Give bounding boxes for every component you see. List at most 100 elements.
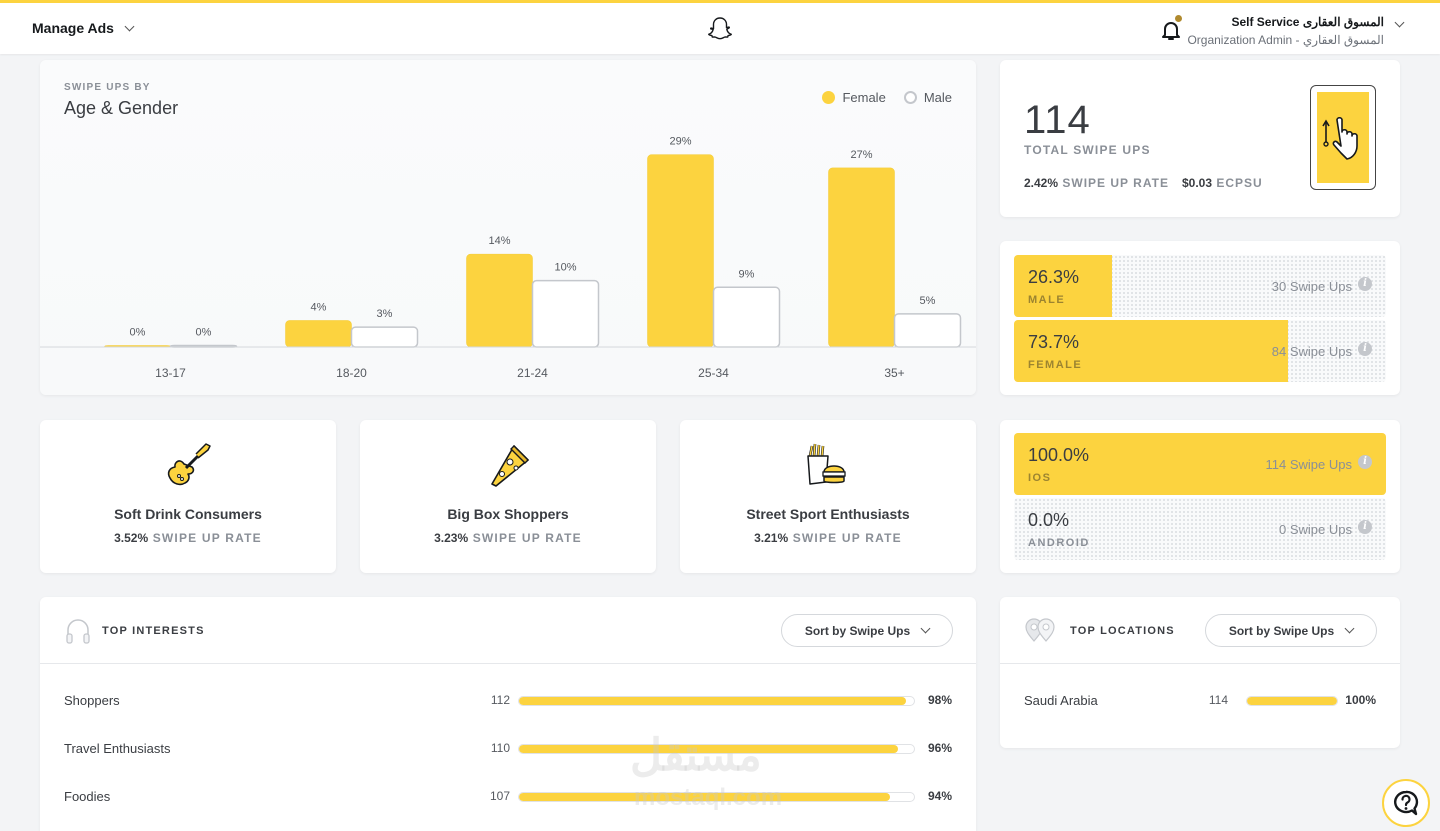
sort-by-swipe-ups-dropdown[interactable]: Sort by Swipe Ups: [1205, 614, 1377, 647]
bar-female-35+[interactable]: [828, 167, 895, 348]
x-tick-label: 13-17: [155, 366, 186, 380]
os-android-label: ANDROID: [1028, 537, 1090, 549]
os-split-card: 100.0% IOS 114 Swipe Ups i 0.0% ANDROID …: [1000, 420, 1400, 573]
row-progress-bar: [518, 696, 915, 706]
sort-by-swipe-ups-dropdown[interactable]: Sort by Swipe Ups: [781, 614, 953, 647]
gender-male-pct: 26.3%: [1028, 267, 1080, 287]
chevron-down-icon: [1344, 623, 1355, 634]
row-progress-fill: [519, 793, 891, 801]
gender-split-card: 26.3% MALE 30 Swipe Ups i 73.7% FEMALE 8…: [1000, 241, 1400, 395]
manage-ads-menu[interactable]: Manage Ads: [32, 20, 135, 36]
headphones-icon: [66, 619, 90, 644]
account-switcher[interactable]: Self Service المسوق العقارى Organization…: [1187, 14, 1384, 48]
os-row-ios[interactable]: 100.0% IOS 114 Swipe Ups i: [1014, 433, 1386, 495]
row-percent: 98%: [927, 693, 952, 707]
interest-rate-value: 3.52%: [114, 531, 149, 545]
os-android-count: 0 Swipe Ups: [1279, 522, 1352, 537]
row-percent: 94%: [927, 789, 952, 803]
data-label: 10%: [554, 262, 576, 274]
chart-title: Age & Gender: [64, 98, 179, 118]
gender-row-female[interactable]: 73.7% FEMALE 84 Swipe Ups i: [1014, 320, 1386, 382]
info-icon[interactable]: i: [1358, 455, 1372, 469]
interest-rate-value: 3.23%: [434, 531, 469, 545]
gender-female-count: 84 Swipe Ups: [1271, 344, 1352, 359]
interest-rate: 3.23% SWIPE UP RATE: [360, 531, 656, 545]
info-icon[interactable]: i: [1358, 277, 1372, 291]
row-count: 112: [490, 693, 510, 707]
chevron-down-icon: [124, 21, 135, 31]
total-swipe-ups-value: 114: [1024, 98, 1091, 142]
data-label: 14%: [488, 235, 510, 247]
row-name: Saudi Arabia: [1024, 693, 1098, 708]
row-progress-bar: [1246, 696, 1338, 706]
help-question-icon: [1394, 790, 1419, 816]
bar-female-25-34[interactable]: [647, 154, 714, 348]
interest-rate-label: SWIPE UP RATE: [472, 531, 582, 545]
gender-female-pct: 73.7%: [1028, 332, 1080, 352]
manage-ads-label: Manage Ads: [32, 20, 114, 36]
chevron-down-icon: [920, 623, 931, 634]
age-gender-bar-chart: 0% 0% 13-17 4% 3% 18-20 14% 10% 21-24 29% 9% 25-34 2…: [40, 136, 976, 380]
top-locations-header: TOP LOCATIONS Sort by Swipe Ups: [1000, 597, 1400, 664]
chart-legend: Female Male: [822, 90, 952, 105]
bar-male-18-20[interactable]: [350, 326, 419, 348]
guitar-icon: [167, 443, 211, 486]
interest-card[interactable]: Big Box Shoppers 3.23% SWIPE UP RATE: [360, 420, 656, 573]
list-item[interactable]: Saudi Arabia 114 100%: [1024, 691, 1376, 711]
os-android-pct: 0.0%: [1028, 510, 1070, 530]
bar-female-21-24[interactable]: [466, 253, 533, 348]
interest-rate-label: SWIPE UP RATE: [152, 531, 262, 545]
sort-label: Sort by Swipe Ups: [1228, 623, 1335, 638]
interest-name: Soft Drink Consumers: [114, 506, 262, 522]
row-progress-fill: [519, 697, 907, 705]
info-icon[interactable]: i: [1358, 342, 1372, 356]
x-tick-label: 21-24: [517, 366, 548, 380]
help-button[interactable]: [1382, 779, 1430, 827]
top-locations-card: TOP LOCATIONS Sort by Swipe Ups Saudi Ar…: [1000, 597, 1400, 748]
interest-card[interactable]: Street Sport Enthusiasts 3.21% SWIPE UP …: [680, 420, 976, 573]
os-ios-fill: [1014, 433, 1386, 495]
row-count: 114: [1208, 693, 1228, 707]
interest-rate-label: SWIPE UP RATE: [792, 531, 902, 545]
pizza-icon: [491, 445, 529, 487]
bar-male-35+[interactable]: [893, 313, 962, 348]
row-progress-fill: [1247, 697, 1337, 705]
row-name: Travel Enthusiasts: [64, 741, 171, 756]
phone-swipe-illustration: [1310, 85, 1376, 190]
top-interests-title: TOP INTERESTS: [102, 625, 205, 637]
gender-row-male[interactable]: 26.3% MALE 30 Swipe Ups i: [1014, 255, 1386, 317]
legend-female-swatch: [822, 91, 836, 104]
total-swipe-ups-label: TOTAL SWIPE UPS: [1024, 143, 1151, 157]
interest-card[interactable]: Soft Drink Consumers 3.52% SWIPE UP RATE: [40, 420, 336, 573]
row-count: 107: [489, 789, 510, 803]
info-icon[interactable]: i: [1358, 520, 1372, 534]
data-label: 0%: [196, 327, 212, 339]
legend-male[interactable]: Male: [903, 90, 952, 105]
list-item[interactable]: Travel Enthusiasts 110 96%: [64, 739, 952, 759]
x-tick-label: 35+: [884, 366, 904, 380]
list-item[interactable]: Shoppers 112 98%: [64, 691, 952, 711]
row-progress-bar: [518, 792, 915, 802]
interest-rate: 3.21% SWIPE UP RATE: [680, 531, 976, 545]
swipe-hand-icon: [1322, 116, 1358, 160]
top-interests-card: TOP INTERESTS Sort by Swipe Ups Shoppers…: [40, 597, 976, 831]
totals-card: 114 TOTAL SWIPE UPS 2.42% SWIPE UP RATE …: [1000, 60, 1400, 217]
os-row-android[interactable]: 0.0% ANDROID 0 Swipe Ups i: [1014, 498, 1386, 560]
os-ios-pct: 100.0%: [1028, 445, 1090, 465]
list-item[interactable]: Foodies 107 94%: [64, 787, 952, 807]
organization-name: Self Service المسوق العقارى: [1231, 15, 1384, 29]
gender-male-count: 30 Swipe Ups: [1271, 279, 1352, 294]
rate-line: 2.42% SWIPE UP RATE $0.03 ECPSU: [1024, 176, 1263, 190]
account-chevron-down-icon[interactable]: [1394, 17, 1405, 28]
bell-icon[interactable]: [1160, 18, 1182, 42]
x-tick-label: 25-34: [698, 366, 729, 380]
snapchat-ghost-icon[interactable]: [706, 15, 734, 43]
row-percent: 96%: [927, 741, 952, 755]
location-pins-icon: [1025, 618, 1055, 642]
legend-female[interactable]: Female: [822, 90, 886, 105]
ecpsu-value: $0.03: [1181, 176, 1212, 190]
bar-female-18-20[interactable]: [285, 320, 352, 348]
bar-male-25-34[interactable]: [712, 286, 781, 348]
bar-male-21-24[interactable]: [531, 279, 600, 348]
phone-screen: [1317, 92, 1369, 183]
